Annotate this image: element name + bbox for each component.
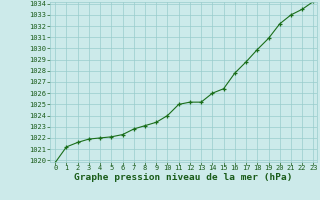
X-axis label: Graphe pression niveau de la mer (hPa): Graphe pression niveau de la mer (hPa) bbox=[74, 173, 292, 182]
